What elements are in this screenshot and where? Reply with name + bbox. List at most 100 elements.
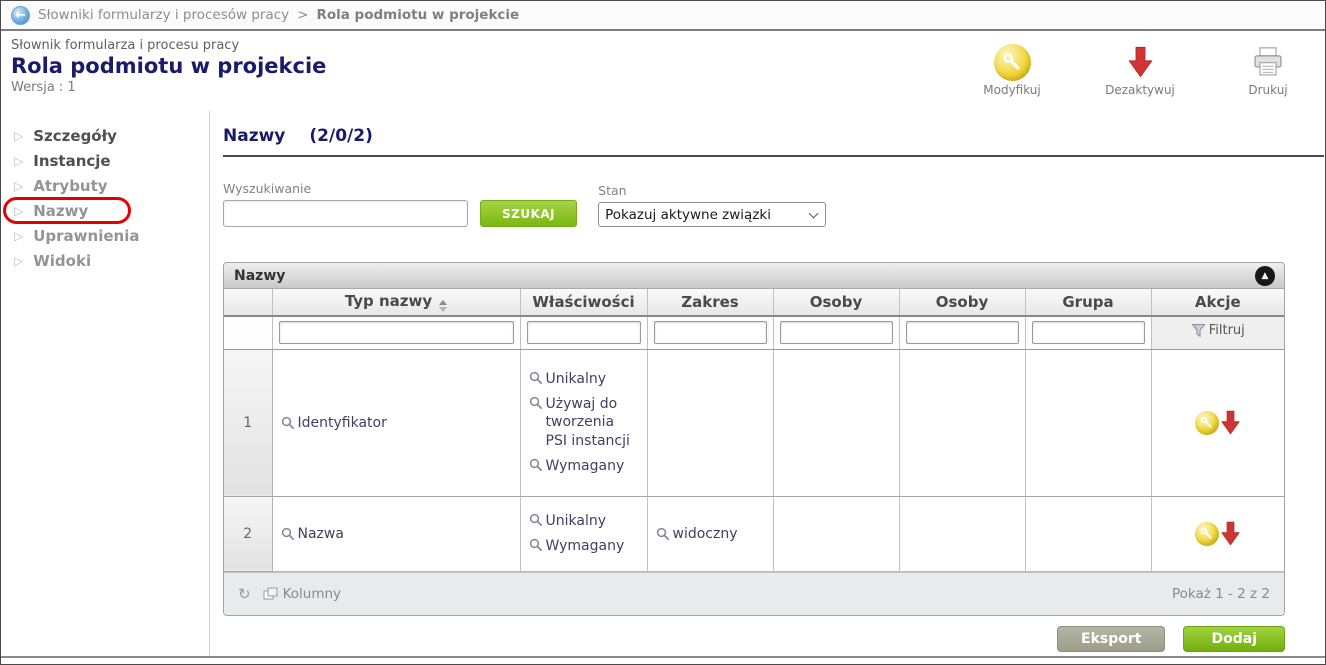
back-icon[interactable]: ← xyxy=(11,5,30,25)
refresh-icon[interactable]: ↻ xyxy=(238,584,251,603)
sidebar-item-instancje[interactable]: ▷ Instancje xyxy=(1,148,209,173)
pagination-label: Pokaż 1 - 2 z 2 xyxy=(1171,585,1270,602)
row-number: 2 xyxy=(224,496,273,572)
expand-triangle-icon[interactable]: ▷ xyxy=(14,228,24,243)
red-down-arrow-icon xyxy=(1221,521,1240,546)
collapse-panel-icon[interactable]: ▲ xyxy=(1255,266,1275,286)
property-link[interactable]: Używaj do tworzenia PSI instancji xyxy=(529,395,639,450)
column-header-zakres[interactable]: Zakres xyxy=(647,289,774,317)
osoby-cell xyxy=(899,349,1026,497)
panel-title: Nazwy xyxy=(234,267,286,284)
deactivate-button[interactable]: Dezaktywuj xyxy=(1105,42,1175,111)
filter-button[interactable]: Filtruj xyxy=(1191,323,1245,339)
property-link[interactable]: Unikalny xyxy=(529,512,639,530)
expand-triangle-icon[interactable]: ▷ xyxy=(14,128,24,143)
filter-input-osoby-2[interactable] xyxy=(905,321,1019,345)
name-type-link[interactable]: Nazwa xyxy=(281,526,512,542)
property-link[interactable]: Wymagany xyxy=(529,457,639,475)
property-label: Unikalny xyxy=(545,371,607,388)
red-down-arrow-icon xyxy=(1221,410,1240,435)
sort-icon[interactable] xyxy=(439,300,448,312)
filter-input-wlasciwosci[interactable] xyxy=(526,321,641,345)
expand-triangle-icon[interactable]: ▷ xyxy=(14,178,24,193)
columns-icon xyxy=(263,587,278,600)
magnifier-icon xyxy=(529,458,542,472)
column-header-typ-nazwy[interactable]: Typ nazwy xyxy=(272,289,521,317)
sidebar-item-widoki[interactable]: ▷ Widoki xyxy=(1,248,209,273)
grupa-cell xyxy=(1025,496,1152,572)
export-button[interactable]: Eksport xyxy=(1057,625,1166,652)
filter-row: Filtruj xyxy=(224,316,1284,350)
search-button[interactable]: SZUKAJ xyxy=(480,200,578,227)
columns-button[interactable]: Kolumny xyxy=(263,586,341,602)
expand-triangle-icon[interactable]: ▷ xyxy=(14,153,24,168)
modify-button[interactable]: Modyfikuj xyxy=(977,42,1047,111)
search-area: Wyszukiwanie SZUKAJ Stan Pokazuj aktywne… xyxy=(223,181,1325,227)
property-label: Wymagany xyxy=(545,457,625,474)
property-link[interactable]: Wymagany xyxy=(529,537,639,555)
table-footer: ↻ Kolumny Pokaż 1 - 2 z 2 xyxy=(224,571,1284,615)
sidebar-item-label: Atrybuty xyxy=(33,176,108,195)
panel-header: Nazwy ▲ xyxy=(224,263,1284,289)
sidebar-item-atrybuty[interactable]: ▷ Atrybuty xyxy=(1,173,209,198)
property-link[interactable]: Unikalny xyxy=(529,370,639,388)
edit-row-button[interactable] xyxy=(1194,521,1219,546)
table-row: 2 Nazwa xyxy=(224,496,1284,572)
magnifier-icon xyxy=(529,371,542,385)
filter-label: Filtruj xyxy=(1208,323,1245,339)
version-label: Wersja : 1 xyxy=(11,80,76,95)
sidebar-item-label: Instancje xyxy=(33,151,111,170)
magnifier-icon xyxy=(529,397,542,410)
filter-input-grupa[interactable] xyxy=(1031,321,1145,345)
property-label: Unikalny xyxy=(545,512,607,529)
page-subtitle: Słownik formularza i procesu pracy xyxy=(11,38,240,53)
wrench-icon xyxy=(1200,527,1212,539)
column-header-osoby-1[interactable]: Osoby xyxy=(773,289,900,317)
magnifier-icon xyxy=(529,513,542,527)
column-header-grupa[interactable]: Grupa xyxy=(1025,289,1152,317)
breadcrumb-parent[interactable]: Słowniki formularzy i procesów pracy xyxy=(38,7,290,23)
header-actions: Modyfikuj Dezaktywuj xyxy=(977,38,1311,111)
name-type-label: Identyfikator xyxy=(297,414,387,431)
filter-input-osoby-1[interactable] xyxy=(779,321,893,345)
property-label: Wymagany xyxy=(545,538,625,554)
page-header: Słownik formularza i procesu pracy Rola … xyxy=(1,31,1325,111)
filter-input-zakres[interactable] xyxy=(653,321,767,345)
sidebar-item-nazwy[interactable]: ▷ Nazwy xyxy=(1,197,209,224)
sidebar-item-label: Widoki xyxy=(33,251,92,270)
osoby-cell xyxy=(773,349,900,497)
sidebar-item-uprawnienia[interactable]: ▷ Uprawnienia xyxy=(1,223,209,248)
expand-triangle-icon[interactable]: ▷ xyxy=(14,203,24,218)
breadcrumb-separator: > xyxy=(297,7,309,23)
print-button[interactable]: Drukuj xyxy=(1233,42,1303,111)
column-header-wlasciwosci[interactable]: Właściwości xyxy=(520,289,648,317)
names-panel: Nazwy ▲ Typ nazwy Właściwości Zakre xyxy=(223,262,1285,616)
section-counter: (2/0/2) xyxy=(309,126,373,146)
search-input[interactable] xyxy=(223,200,468,227)
scope-link[interactable]: widoczny xyxy=(656,526,765,542)
state-select[interactable]: Pokazuj aktywne związki xyxy=(598,202,827,227)
sidebar-item-label: Szczegóły xyxy=(33,126,117,145)
column-header-osoby-2[interactable]: Osoby xyxy=(899,289,1026,317)
expand-triangle-icon[interactable]: ▷ xyxy=(14,253,24,268)
breadcrumb: ← Słowniki formularzy i procesów pracy >… xyxy=(1,1,1325,31)
sidebar-item-szczegoly[interactable]: ▷ Szczegóły xyxy=(1,123,209,148)
sidebar-item-label: Nazwy xyxy=(33,201,89,220)
bottom-buttons: Eksport Dodaj xyxy=(223,625,1285,652)
breadcrumb-current: Rola podmiotu w projekcie xyxy=(316,7,520,23)
name-type-link[interactable]: Identyfikator xyxy=(281,415,512,431)
search-label: Wyszukiwanie xyxy=(223,181,312,196)
filter-input-typ-nazwy[interactable] xyxy=(278,321,514,345)
deactivate-row-button[interactable] xyxy=(1220,410,1241,435)
deactivate-row-button[interactable] xyxy=(1220,521,1241,546)
modify-label: Modyfikuj xyxy=(983,83,1041,97)
table-header-row: Typ nazwy Właściwości Zakres Osoby Osoby… xyxy=(224,289,1284,317)
osoby-cell xyxy=(773,496,900,572)
add-button[interactable]: Dodaj xyxy=(1183,625,1285,652)
column-header-empty xyxy=(224,289,273,317)
magnifier-icon xyxy=(656,527,669,540)
edit-row-button[interactable] xyxy=(1194,410,1219,435)
columns-label: Kolumny xyxy=(282,585,342,602)
wrench-icon xyxy=(1200,416,1212,428)
